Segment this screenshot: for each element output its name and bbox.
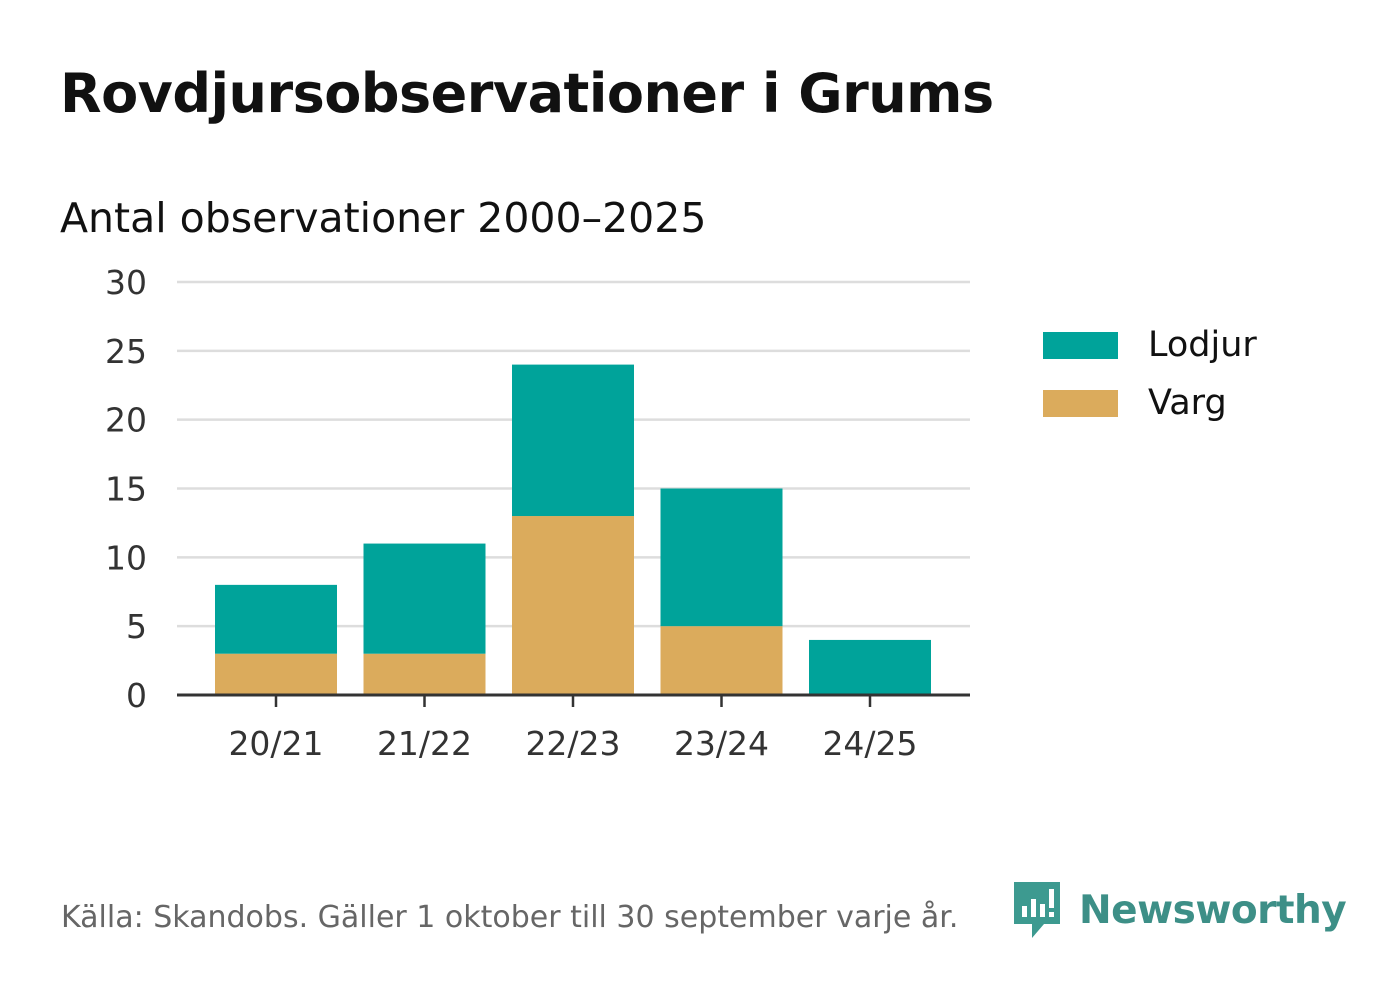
x-tick-label: 23/24 (674, 724, 769, 763)
source-note: Källa: Skandobs. Gäller 1 oktober till 3… (61, 900, 959, 935)
y-tick-label: 5 (126, 607, 147, 646)
chart-subtitle: Antal observationer 2000–2025 (60, 194, 707, 242)
legend-swatch-lodjur (1043, 331, 1118, 359)
legend-item-lodjur: Lodjur (1043, 316, 1257, 374)
bar-lodjur-22-23 (512, 364, 634, 517)
legend-label-lodjur: Lodjur (1148, 325, 1257, 365)
brand-logo: Newsworthy (1011, 880, 1347, 940)
bar-varg-21-22 (363, 653, 486, 695)
newsworthy-logo-icon (1014, 882, 1060, 938)
y-tick-label: 25 (105, 332, 147, 371)
y-tick-label: 10 (105, 538, 147, 577)
y-tick-label: 0 (126, 676, 147, 715)
bars (215, 364, 931, 695)
brand-name: Newsworthy (1079, 887, 1347, 933)
bar-varg-23-24 (660, 626, 783, 695)
legend: Lodjur Varg (1043, 316, 1257, 432)
bar-lodjur-24-25 (809, 639, 931, 695)
y-tick-label: 15 (105, 470, 147, 509)
legend-item-varg: Varg (1043, 374, 1257, 432)
chart-title: Rovdjursobservationer i Grums (60, 62, 994, 125)
x-tick-label: 22/23 (525, 724, 620, 763)
bar-lodjur-20-21 (215, 584, 337, 654)
x-tick-label: 24/25 (822, 724, 917, 763)
legend-label-varg: Varg (1148, 383, 1227, 423)
bar-varg-22-23 (512, 516, 634, 695)
x-axis-ticks: 20/21 21/22 22/23 23/24 24/25 (228, 695, 918, 763)
x-tick-label: 20/21 (228, 724, 323, 763)
x-tick-label: 21/22 (377, 724, 472, 763)
legend-swatch-varg (1043, 389, 1118, 417)
y-tick-label: 20 (105, 401, 147, 440)
bar-varg-20-21 (215, 653, 337, 695)
y-axis-ticks: 0 5 10 15 20 25 30 (105, 263, 147, 715)
bar-lodjur-23-24 (660, 488, 783, 627)
y-tick-label: 30 (105, 263, 147, 302)
bar-lodjur-21-22 (363, 543, 486, 654)
